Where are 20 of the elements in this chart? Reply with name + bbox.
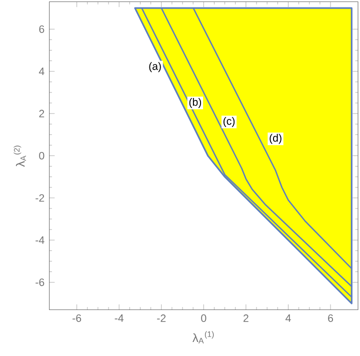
y-tick-label: -2 [36,194,44,202]
x-tick-label: -4 [114,314,124,322]
x-tick-label: 0 [201,314,206,322]
x-tick-label: -6 [72,314,82,322]
annotation: (a) [149,62,161,72]
y-tick-label: 4 [38,67,44,75]
x-axis-title: λ$_{A}$(1) [192,330,214,344]
y-tick-label: 0 [39,152,44,160]
y-tick-label: 2 [39,110,44,118]
y-tick-label: -4 [36,236,44,244]
x-tick-label: -2 [157,314,166,322]
annotation: (b) [189,98,202,108]
y-tick-label: -6 [36,278,44,286]
y-axis-title: λ$_{A}$(2) [14,145,26,167]
x-tick-label: 4 [286,314,291,322]
y-tick-label: 6 [39,25,44,33]
annotation: (c) [223,116,235,127]
annotation: (d) [270,134,282,144]
x-tick-label: 6 [328,314,334,322]
x-tick-label: 2 [244,314,248,322]
